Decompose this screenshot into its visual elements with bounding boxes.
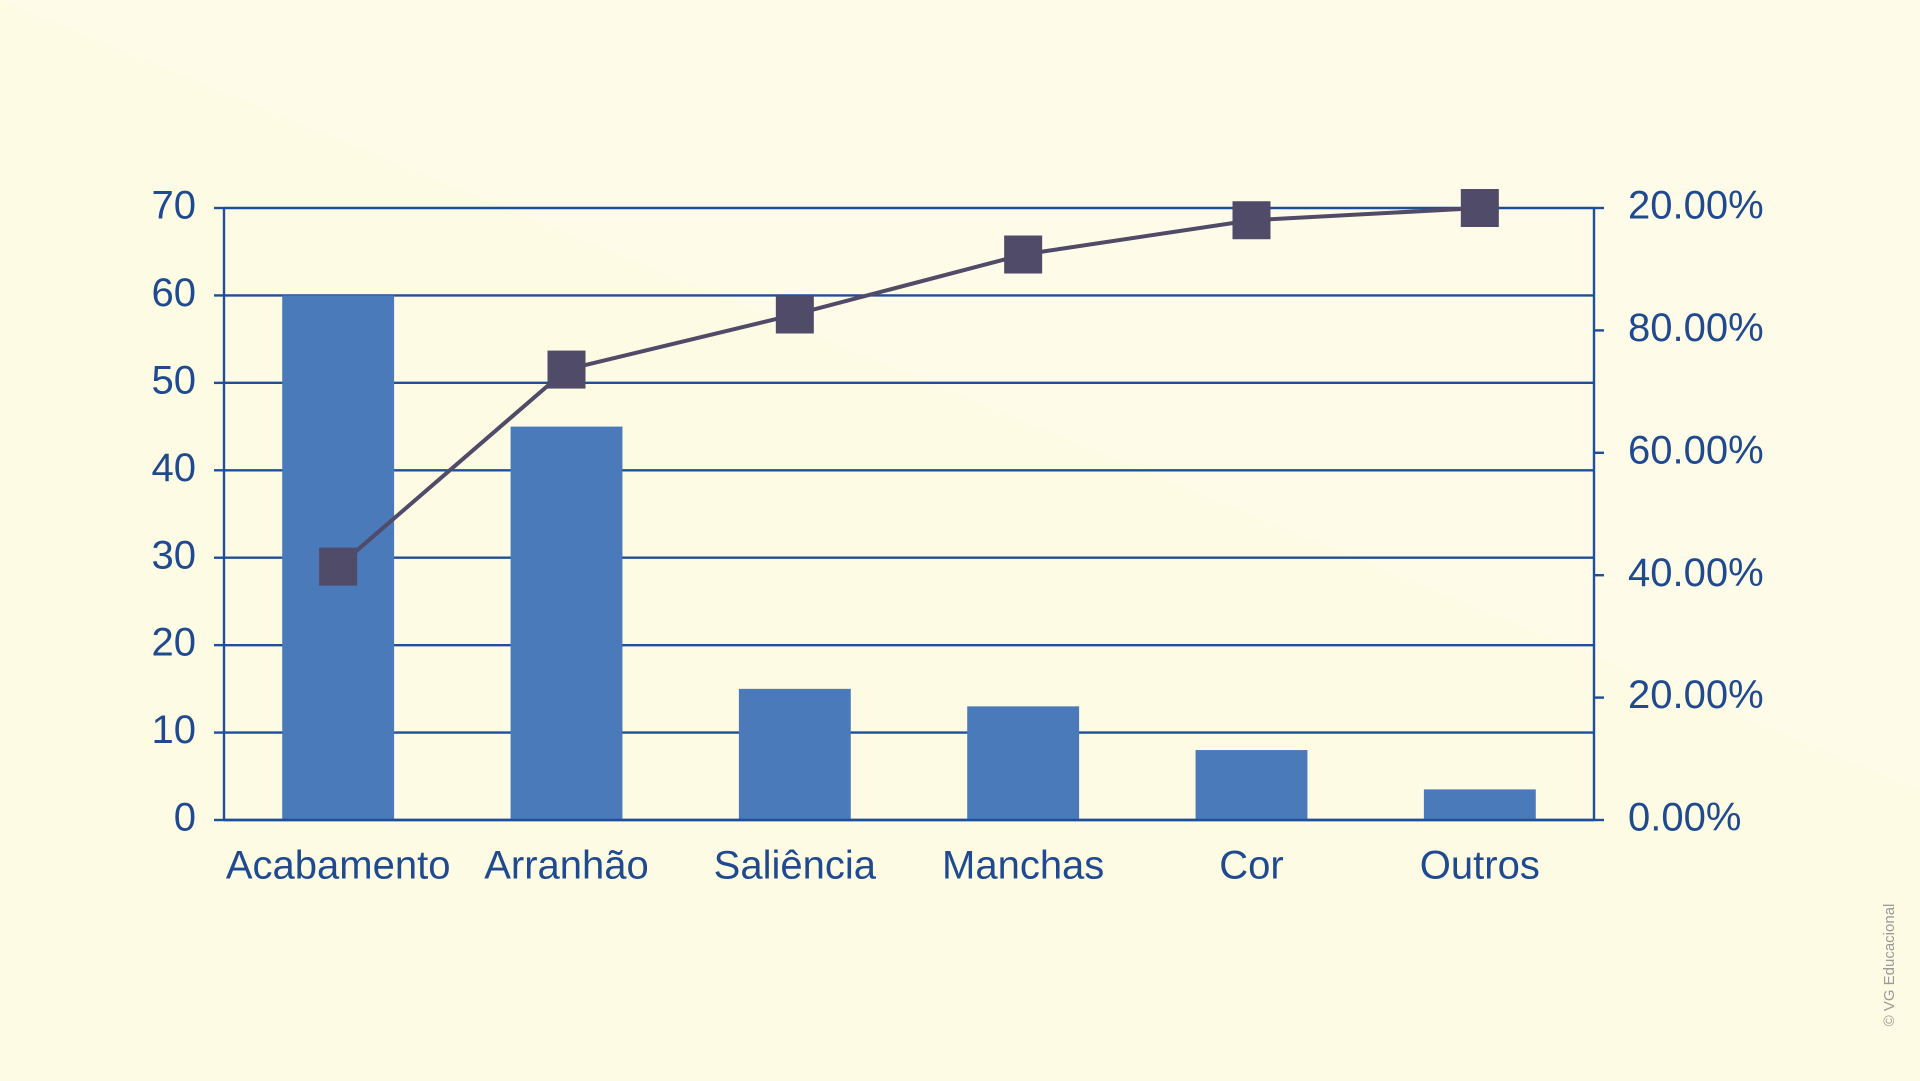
bar	[738, 688, 851, 820]
y2-tick-label: 40.00%	[1628, 551, 1764, 595]
y-tick-label: 10	[152, 708, 197, 752]
y2-tick-label: 0.00%	[1628, 796, 1741, 840]
x-tick-label: Acabamento	[226, 844, 451, 888]
y-tick-label: 60	[152, 271, 197, 315]
y-tick-label: 70	[152, 184, 197, 228]
y-tick-label: 0	[174, 796, 196, 840]
line-marker	[547, 350, 586, 389]
bar	[967, 706, 1080, 820]
x-tick-label: Cor	[1219, 844, 1283, 888]
y2-tick-label: 80.00%	[1628, 306, 1764, 350]
y-tick-label: 50	[152, 358, 197, 402]
bar	[1195, 750, 1308, 820]
y2-tick-label: 20.00%	[1628, 184, 1764, 228]
x-tick-label: Arranhão	[484, 844, 649, 888]
background-band	[0, 0, 1920, 790]
y-tick-label: 30	[152, 533, 197, 577]
y-tick-label: 20	[152, 621, 197, 665]
bar	[1423, 789, 1536, 820]
y2-tick-label: 60.00%	[1628, 428, 1764, 472]
line-marker	[1460, 189, 1499, 227]
line-marker	[775, 295, 814, 334]
bar	[510, 426, 623, 820]
x-tick-label: Saliência	[714, 844, 877, 888]
x-tick-label: Outros	[1420, 844, 1540, 888]
y-tick-label: 40	[152, 446, 197, 490]
line-marker	[319, 547, 358, 586]
line-marker	[1232, 201, 1271, 240]
line-marker	[1004, 235, 1043, 274]
cumulative-line	[336, 206, 1480, 569]
credit: © VG Educacional	[1881, 904, 1898, 1027]
x-tick-label: Manchas	[942, 844, 1104, 888]
y2-tick-label: 20.00%	[1628, 673, 1764, 717]
